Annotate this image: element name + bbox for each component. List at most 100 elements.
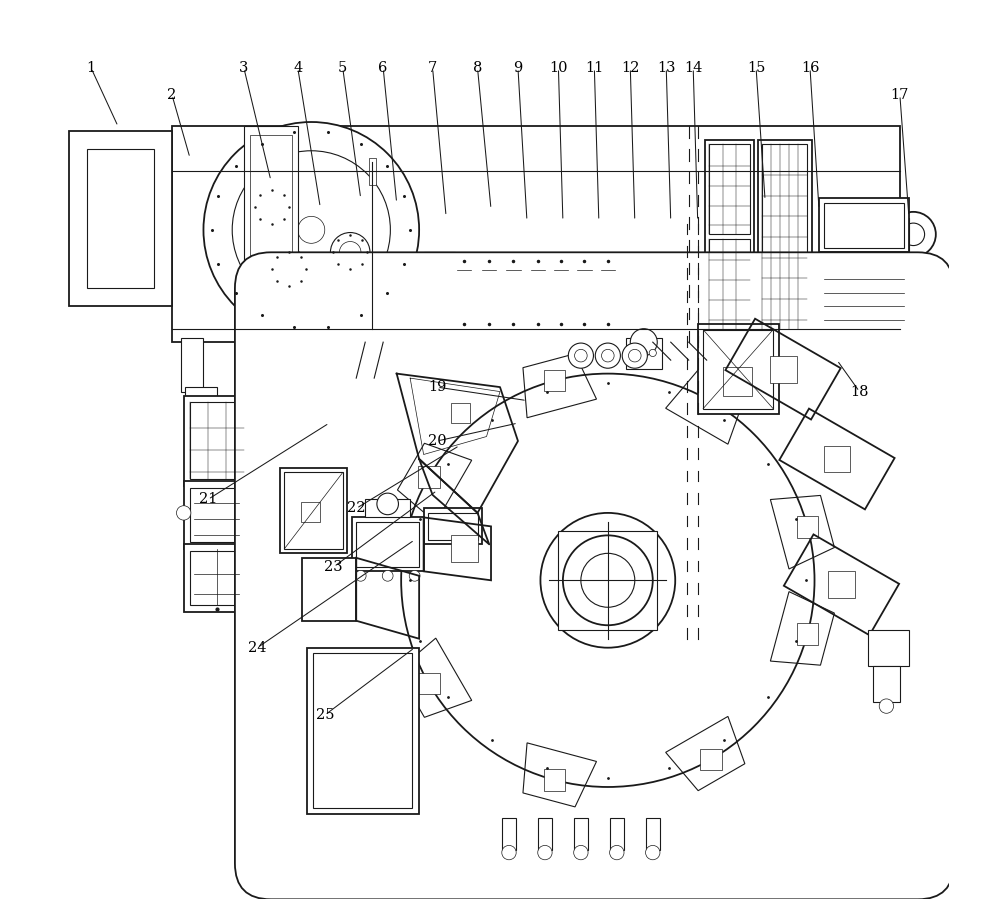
Bar bbox=[302, 558, 356, 621]
Text: 18: 18 bbox=[850, 384, 869, 399]
Circle shape bbox=[610, 845, 624, 859]
Bar bbox=[424, 508, 482, 544]
Circle shape bbox=[355, 571, 366, 581]
Bar bbox=[307, 648, 419, 814]
Circle shape bbox=[253, 187, 292, 227]
Bar bbox=[184, 396, 251, 486]
Bar bbox=[356, 522, 419, 567]
Circle shape bbox=[574, 845, 588, 859]
Bar bbox=[602, 275, 614, 315]
Bar bbox=[824, 446, 850, 472]
Bar bbox=[723, 367, 752, 396]
Circle shape bbox=[203, 122, 419, 338]
Bar bbox=[284, 472, 343, 549]
Circle shape bbox=[232, 151, 390, 309]
Bar bbox=[313, 653, 412, 807]
Circle shape bbox=[902, 223, 925, 246]
Bar bbox=[824, 261, 904, 328]
Circle shape bbox=[339, 241, 361, 263]
Circle shape bbox=[629, 349, 641, 362]
Bar bbox=[502, 818, 516, 850]
Bar bbox=[250, 136, 292, 333]
Bar bbox=[507, 275, 520, 315]
Text: 1: 1 bbox=[87, 61, 96, 75]
Circle shape bbox=[640, 349, 647, 356]
Bar bbox=[824, 202, 904, 248]
Bar bbox=[528, 270, 548, 320]
Text: 8: 8 bbox=[473, 61, 482, 75]
Text: 2: 2 bbox=[167, 88, 177, 102]
Text: 16: 16 bbox=[801, 61, 819, 75]
Circle shape bbox=[602, 349, 614, 362]
Bar bbox=[369, 158, 376, 184]
Bar bbox=[598, 270, 618, 320]
Circle shape bbox=[622, 343, 647, 368]
Circle shape bbox=[540, 513, 675, 648]
Bar bbox=[418, 466, 440, 488]
Text: 14: 14 bbox=[684, 61, 702, 75]
Circle shape bbox=[401, 374, 815, 787]
Text: 4: 4 bbox=[293, 61, 302, 75]
Circle shape bbox=[646, 845, 660, 859]
Circle shape bbox=[377, 493, 398, 515]
Bar bbox=[280, 468, 347, 554]
Bar bbox=[703, 329, 773, 409]
Circle shape bbox=[631, 349, 638, 356]
Bar bbox=[451, 403, 470, 423]
Text: 22: 22 bbox=[347, 501, 365, 516]
Bar bbox=[886, 218, 909, 250]
Bar bbox=[551, 270, 571, 320]
Bar bbox=[819, 256, 909, 333]
Text: 25: 25 bbox=[316, 708, 334, 722]
Bar bbox=[531, 275, 544, 315]
Bar bbox=[69, 131, 172, 306]
Bar bbox=[190, 551, 244, 605]
Bar bbox=[770, 356, 797, 382]
Bar bbox=[626, 338, 662, 369]
Circle shape bbox=[563, 536, 653, 626]
Text: 9: 9 bbox=[513, 61, 523, 75]
Bar bbox=[555, 275, 567, 315]
Text: 17: 17 bbox=[891, 88, 909, 102]
Bar bbox=[184, 544, 251, 612]
Bar bbox=[418, 673, 440, 695]
Text: 6: 6 bbox=[378, 61, 388, 75]
Bar bbox=[190, 402, 244, 479]
Bar bbox=[873, 666, 900, 702]
Bar bbox=[451, 536, 478, 562]
Text: 11: 11 bbox=[585, 61, 603, 75]
Bar bbox=[544, 370, 565, 392]
FancyBboxPatch shape bbox=[235, 252, 954, 899]
Bar bbox=[352, 518, 424, 572]
Text: 5: 5 bbox=[338, 61, 347, 75]
Bar bbox=[87, 149, 154, 288]
Bar bbox=[365, 500, 410, 518]
Bar bbox=[483, 275, 496, 315]
Circle shape bbox=[382, 571, 393, 581]
Text: 7: 7 bbox=[428, 61, 437, 75]
Bar bbox=[301, 502, 320, 522]
Bar bbox=[575, 270, 594, 320]
Bar bbox=[190, 488, 244, 542]
Bar bbox=[479, 270, 499, 320]
Bar bbox=[172, 127, 900, 342]
Text: 3: 3 bbox=[239, 61, 249, 75]
Bar bbox=[698, 324, 779, 414]
Bar bbox=[819, 198, 909, 252]
Bar bbox=[700, 391, 722, 412]
Bar bbox=[181, 338, 203, 392]
Bar bbox=[700, 749, 722, 770]
Text: 21: 21 bbox=[199, 492, 217, 507]
Bar bbox=[185, 387, 217, 423]
Circle shape bbox=[430, 274, 448, 292]
Bar bbox=[709, 238, 750, 328]
Bar bbox=[797, 623, 818, 644]
Circle shape bbox=[409, 571, 420, 581]
Circle shape bbox=[269, 249, 309, 289]
Circle shape bbox=[879, 699, 894, 714]
Circle shape bbox=[630, 328, 657, 356]
Bar bbox=[458, 275, 470, 315]
Bar bbox=[424, 252, 455, 315]
Circle shape bbox=[176, 506, 191, 520]
Circle shape bbox=[538, 845, 552, 859]
